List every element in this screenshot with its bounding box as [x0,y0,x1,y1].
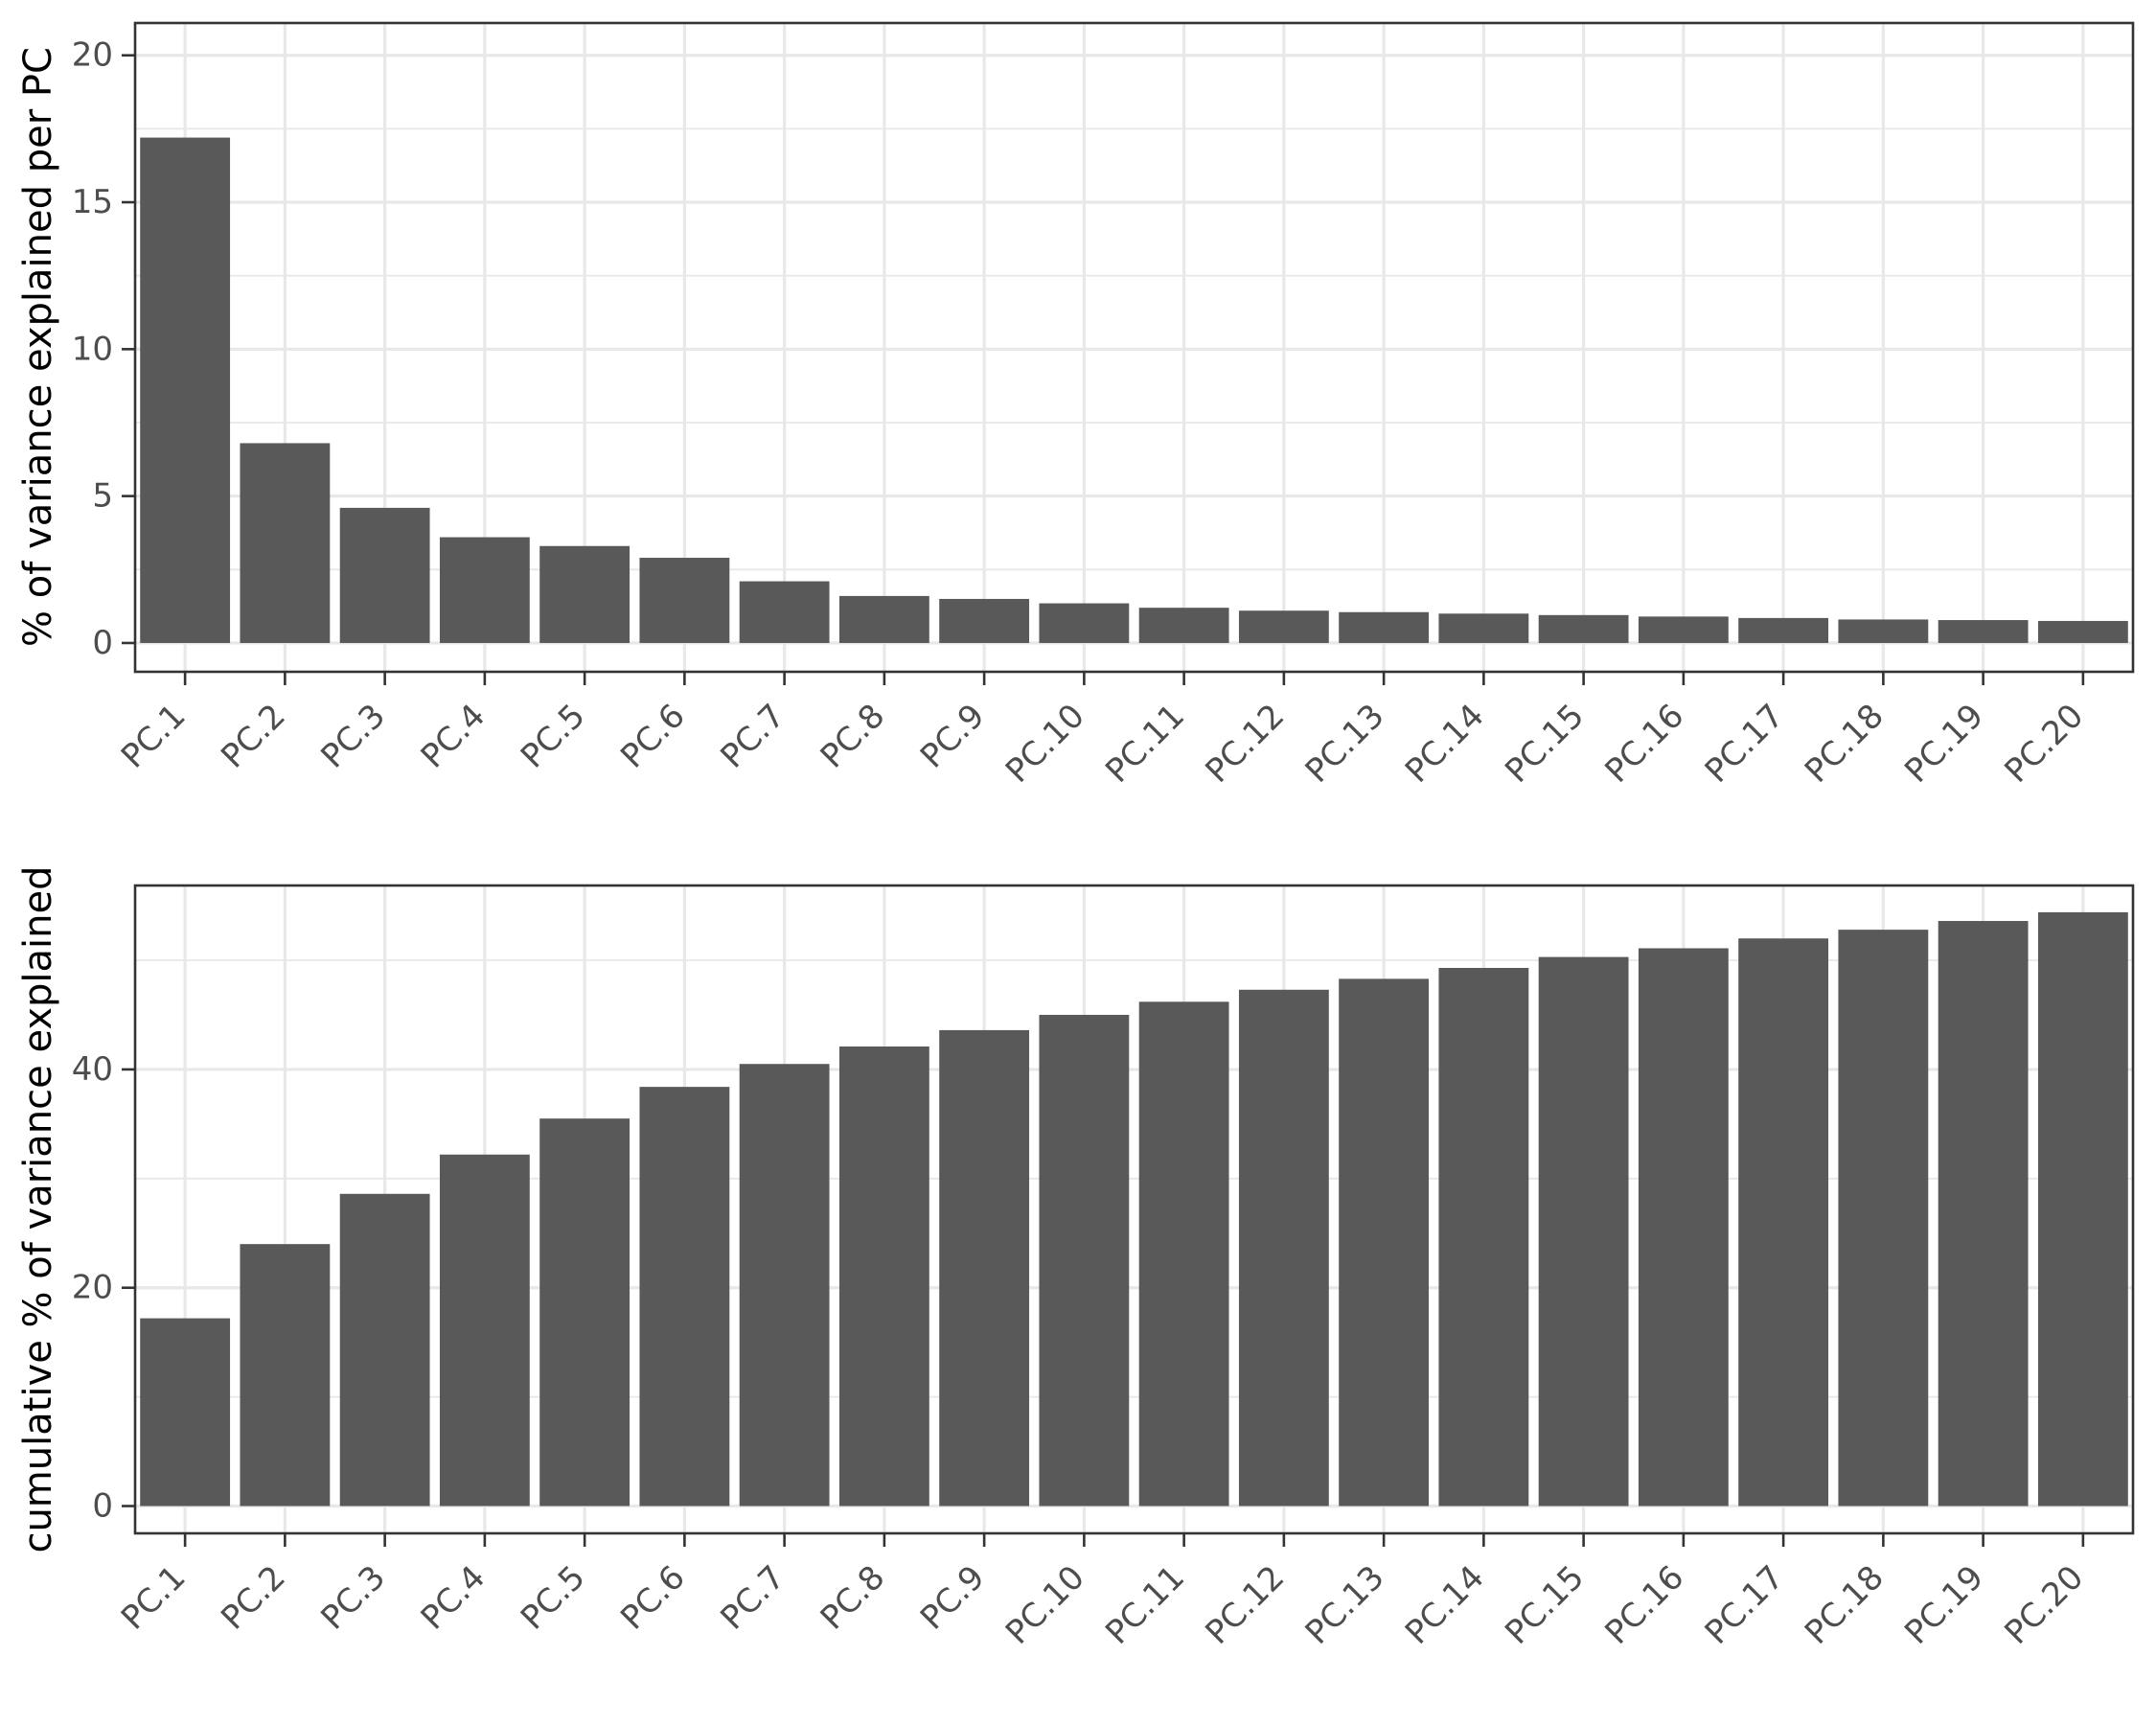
x-tick-label-PC.6: PC.6 [613,697,693,776]
bar-PC.3 [339,507,430,643]
bar-PC.6 [639,558,730,643]
x-tick-label-PC.6: PC.6 [613,1558,693,1638]
x-tick-label-PC.15: PC.15 [1498,697,1592,791]
x-tick-label-PC.10: PC.10 [998,1558,1092,1652]
y-tick-label-15: 15 [72,183,113,221]
bar-PC.7 [739,581,830,643]
y-tick-label-20: 20 [72,36,113,75]
cumulative-chart-panel: 0 20 40 PC.1 PC.2 PC.3 PC.4 PC.5 PC.6 PC.7 PC.8 PC.… [72,884,2135,1652]
bar-PC.16 [1638,948,1729,1506]
x-tick-label-PC.10: PC.10 [998,697,1092,791]
scree-chart-border [133,21,2135,674]
x-tick-label-PC.8: PC.8 [814,697,893,776]
x-tick-label-PC.3: PC.3 [313,1558,393,1638]
x-tick-label-PC.8: PC.8 [814,1558,893,1638]
x-tick-label-PC.16: PC.16 [1597,697,1691,791]
bar-PC.2 [240,443,331,643]
bar-PC.17 [1738,617,1829,643]
bar-PC.18 [1838,930,1929,1506]
cumulative-y-axis-title: cumulative % of variance explained [16,865,60,1553]
bar-PC.8 [838,595,929,643]
x-tick-label-PC.4: PC.4 [414,1558,493,1638]
bar-PC.1 [140,137,231,643]
bar-PC.19 [1938,620,2029,643]
y-tick-label-10: 10 [72,330,113,368]
bar-PC.20 [2037,911,2128,1506]
x-tick-label-PC.20: PC.20 [1997,1558,2091,1652]
x-tick-label-PC.11: PC.11 [1098,697,1192,791]
x-tick-label-PC.19: PC.19 [1897,697,1991,791]
bar-PC.14 [1438,613,1529,643]
x-tick-label-PC.11: PC.11 [1098,1558,1192,1652]
x-tick-label-PC.12: PC.12 [1198,1558,1292,1652]
bar-PC.2 [240,1244,331,1506]
x-tick-label-PC.19: PC.19 [1897,1558,1991,1652]
x-tick-label-PC.13: PC.13 [1298,697,1392,791]
x-tick-label-PC.2: PC.2 [214,697,293,776]
x-tick-label-PC.7: PC.7 [713,697,792,776]
y-tick-label-5: 5 [92,477,113,516]
x-tick-label-PC.14: PC.14 [1398,1558,1492,1652]
x-tick-label-PC.3: PC.3 [313,697,393,776]
bar-PC.5 [539,1118,631,1506]
bar-PC.17 [1738,938,1829,1506]
bar-PC.3 [339,1193,430,1506]
bar-PC.6 [639,1087,730,1506]
bar-PC.16 [1638,616,1729,643]
bar-PC.20 [2037,620,2128,643]
y-tick-label-0: 0 [92,624,113,662]
bar-PC.8 [838,1046,929,1506]
bar-PC.14 [1438,967,1529,1506]
scree-y-axis-title: % of variance explained per PC [16,47,60,647]
bar-PC.7 [739,1064,830,1506]
x-tick-label-PC.4: PC.4 [414,697,493,776]
x-tick-label-PC.1: PC.1 [114,1558,194,1638]
bar-PC.19 [1938,921,2029,1506]
x-tick-label-PC.12: PC.12 [1198,697,1292,791]
bar-PC.18 [1838,619,1929,643]
x-tick-label-PC.17: PC.17 [1698,697,1792,791]
bar-PC.13 [1339,978,1430,1506]
x-tick-label-PC.1: PC.1 [114,697,194,776]
x-tick-label-PC.5: PC.5 [514,697,593,776]
bar-PC.5 [539,545,631,643]
y-tick-label-20: 20 [72,1269,113,1307]
bar-PC.12 [1238,989,1329,1506]
x-tick-label-PC.7: PC.7 [713,1558,792,1638]
x-tick-label-PC.16: PC.16 [1597,1558,1691,1652]
bar-PC.4 [439,537,530,643]
bar-PC.10 [1039,603,1130,643]
x-tick-label-PC.5: PC.5 [514,1558,593,1638]
x-tick-label-PC.9: PC.9 [913,1558,993,1638]
x-tick-label-PC.15: PC.15 [1498,1558,1592,1652]
bar-PC.11 [1138,608,1229,643]
x-tick-label-PC.18: PC.18 [1798,1558,1892,1652]
x-tick-label-PC.14: PC.14 [1398,697,1492,791]
bar-PC.9 [939,1029,1030,1506]
bar-PC.10 [1039,1014,1130,1506]
x-tick-label-PC.20: PC.20 [1997,697,2091,791]
bar-PC.4 [439,1154,530,1506]
bar-PC.1 [140,1318,231,1506]
x-tick-label-PC.18: PC.18 [1798,697,1892,791]
x-tick-label-PC.2: PC.2 [214,1558,293,1638]
x-tick-label-PC.17: PC.17 [1698,1558,1792,1652]
y-tick-label-0: 0 [92,1487,113,1526]
bar-PC.15 [1538,614,1629,643]
x-tick-label-PC.9: PC.9 [913,697,993,776]
bar-PC.12 [1238,610,1329,643]
cumulative-chart-border [133,884,2135,1535]
bar-PC.9 [939,598,1030,643]
y-tick-label-40: 40 [72,1050,113,1089]
bar-PC.11 [1138,1001,1229,1506]
x-tick-label-PC.13: PC.13 [1298,1558,1392,1652]
bar-PC.15 [1538,956,1629,1506]
bar-PC.13 [1339,611,1430,643]
scree-chart-panel: 0 5 10 15 20 PC.1 PC.2 PC.3 PC.4 PC.5 PC.6 PC.7 PC.8… [72,21,2135,791]
